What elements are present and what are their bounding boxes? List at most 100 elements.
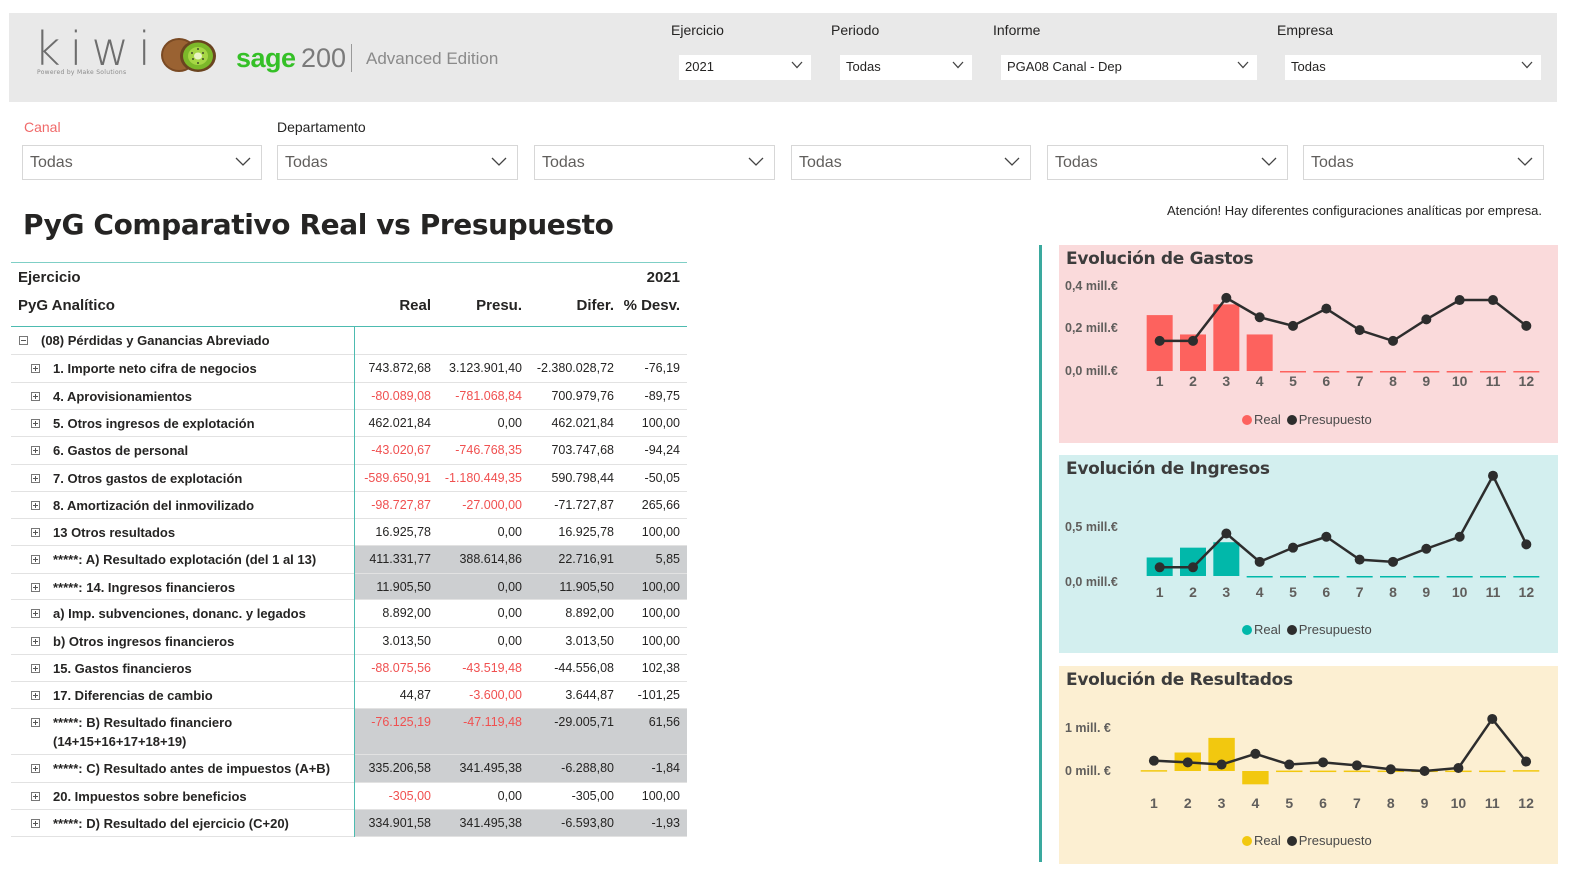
table-row[interactable]: 4. Aprovisionamientos -80.089,08 -781.068,… [11,383,687,410]
point-presupuesto[interactable] [1419,766,1430,776]
table-row[interactable]: 15. Gastos financieros -88.075,56 -43.519,… [11,655,687,682]
bar-real[interactable] [1313,371,1340,373]
table-row[interactable]: 13 Otros resultados 16.925,78 0,00 16.925,7… [11,519,687,546]
point-presupuesto[interactable] [1488,470,1498,481]
bar-real[interactable] [1380,576,1406,578]
expand-icon[interactable] [31,764,40,773]
bar-real[interactable] [1313,576,1340,578]
legend-presupuesto-label[interactable]: Presupuesto [1298,412,1372,427]
point-presupuesto[interactable] [1521,320,1532,331]
table-row[interactable]: 7. Otros gastos de explotación -589.650,9… [11,465,687,492]
periodo-dropdown[interactable]: Todas [840,55,972,80]
bar-real[interactable] [1309,770,1337,773]
point-presupuesto[interactable] [1221,528,1232,539]
point-presupuesto[interactable] [1254,556,1265,567]
point-presupuesto[interactable] [1188,562,1198,573]
point-presupuesto[interactable] [1454,295,1465,306]
point-presupuesto[interactable] [1388,335,1398,346]
point-presupuesto[interactable] [1288,542,1298,553]
bar-real[interactable] [1246,576,1273,578]
col-header-presu[interactable]: Presu. [476,297,522,314]
point-presupuesto[interactable] [1453,762,1464,773]
expand-icon[interactable] [31,792,40,801]
bar-real[interactable] [1380,371,1406,373]
point-presupuesto[interactable] [1421,543,1432,554]
legend-real-label[interactable]: Real [1254,833,1281,848]
point-presupuesto[interactable] [1154,335,1165,346]
slicer-5-dropdown[interactable]: Todas [1047,145,1288,180]
table-row[interactable]: 20. Impuestos sobre beneficios -305,00 0,0… [11,783,687,810]
bar-real[interactable] [1140,770,1168,772]
expand-icon[interactable] [31,446,40,455]
expand-icon[interactable] [31,474,40,483]
table-row[interactable]: *****: B) Resultado financiero (14+15+16+… [11,709,687,755]
ejercicio-dropdown[interactable]: 2021 [679,55,811,80]
informe-dropdown[interactable]: PGA08 Canal - Dep [1001,55,1257,80]
bar-real[interactable] [1446,371,1473,373]
expand-icon[interactable] [31,609,40,618]
bar-real[interactable] [1512,770,1540,772]
bar-real[interactable] [1280,371,1306,373]
point-presupuesto[interactable] [1385,764,1396,775]
table-row[interactable]: a) Imp. subvenciones, donanc. y legados 8… [11,600,687,628]
expand-icon[interactable] [31,691,40,700]
bar-real[interactable] [1513,371,1540,373]
slicer-4-dropdown[interactable]: Todas [791,145,1031,180]
table-row[interactable]: 1. Importe neto cifra de negocios 743.872… [11,355,687,383]
col-header-real[interactable]: Real [399,297,431,314]
point-presupuesto[interactable] [1354,325,1365,336]
point-presupuesto[interactable] [1154,562,1165,573]
point-presupuesto[interactable] [1254,312,1265,323]
expand-icon[interactable] [31,501,40,510]
point-presupuesto[interactable] [1521,756,1532,767]
point-presupuesto[interactable] [1318,757,1329,768]
point-presupuesto[interactable] [1321,531,1332,542]
table-row[interactable]: 8. Amortización del inmovilizado -98.727,… [11,492,687,519]
bar-real[interactable] [1479,770,1506,773]
expand-icon[interactable] [31,637,40,646]
table-row[interactable]: *****: C) Resultado antes de impuestos (… [11,755,687,783]
table-row[interactable]: 6. Gastos de personal -43.020,67 -746.768,… [11,437,687,465]
expand-icon[interactable] [31,419,40,428]
bar-real[interactable] [1280,576,1306,578]
bar-real[interactable] [1513,576,1540,578]
point-presupuesto[interactable] [1188,335,1198,346]
legend-real-label[interactable]: Real [1254,412,1281,427]
bar-real[interactable] [1346,576,1373,578]
bar-real[interactable] [1446,576,1473,578]
table-row[interactable]: *****: D) Resultado del ejercicio (C+20)… [11,810,687,837]
table-row[interactable]: *****: A) Resultado explotación (del 1 a… [11,546,687,574]
slicer-6-dropdown[interactable]: Todas [1303,145,1544,180]
bar-real[interactable] [1343,770,1371,773]
point-presupuesto[interactable] [1454,531,1465,542]
expand-icon[interactable] [31,819,40,828]
bar-real[interactable] [1276,770,1303,773]
point-presupuesto[interactable] [1284,759,1295,770]
point-presupuesto[interactable] [1250,748,1261,759]
departamento-dropdown[interactable]: Todas [277,145,518,180]
point-presupuesto[interactable] [1288,320,1298,331]
bar-real[interactable] [1213,542,1240,576]
legend-presupuesto-label[interactable]: Presupuesto [1298,622,1372,637]
point-presupuesto[interactable] [1351,760,1362,771]
expand-icon[interactable] [31,718,40,727]
bar-real[interactable] [1480,371,1506,373]
legend-real-label[interactable]: Real [1254,622,1281,637]
bar-real[interactable] [1480,576,1506,578]
bar-real[interactable] [1413,371,1440,373]
canal-dropdown[interactable]: Todas [22,145,262,180]
point-presupuesto[interactable] [1487,713,1498,724]
point-presupuesto[interactable] [1221,292,1232,303]
expand-icon[interactable] [31,583,40,592]
bar-real[interactable] [1346,371,1373,373]
point-presupuesto[interactable] [1488,295,1498,306]
point-presupuesto[interactable] [1148,755,1159,766]
col-header-difer[interactable]: Difer. [576,297,614,314]
table-row[interactable]: 5. Otros ingresos de explotación 462.021,… [11,410,687,437]
expand-icon[interactable] [31,555,40,564]
expand-icon[interactable] [31,392,40,401]
point-presupuesto[interactable] [1421,314,1432,325]
collapse-icon[interactable] [19,336,28,345]
point-presupuesto[interactable] [1182,757,1193,768]
point-presupuesto[interactable] [1388,556,1398,567]
